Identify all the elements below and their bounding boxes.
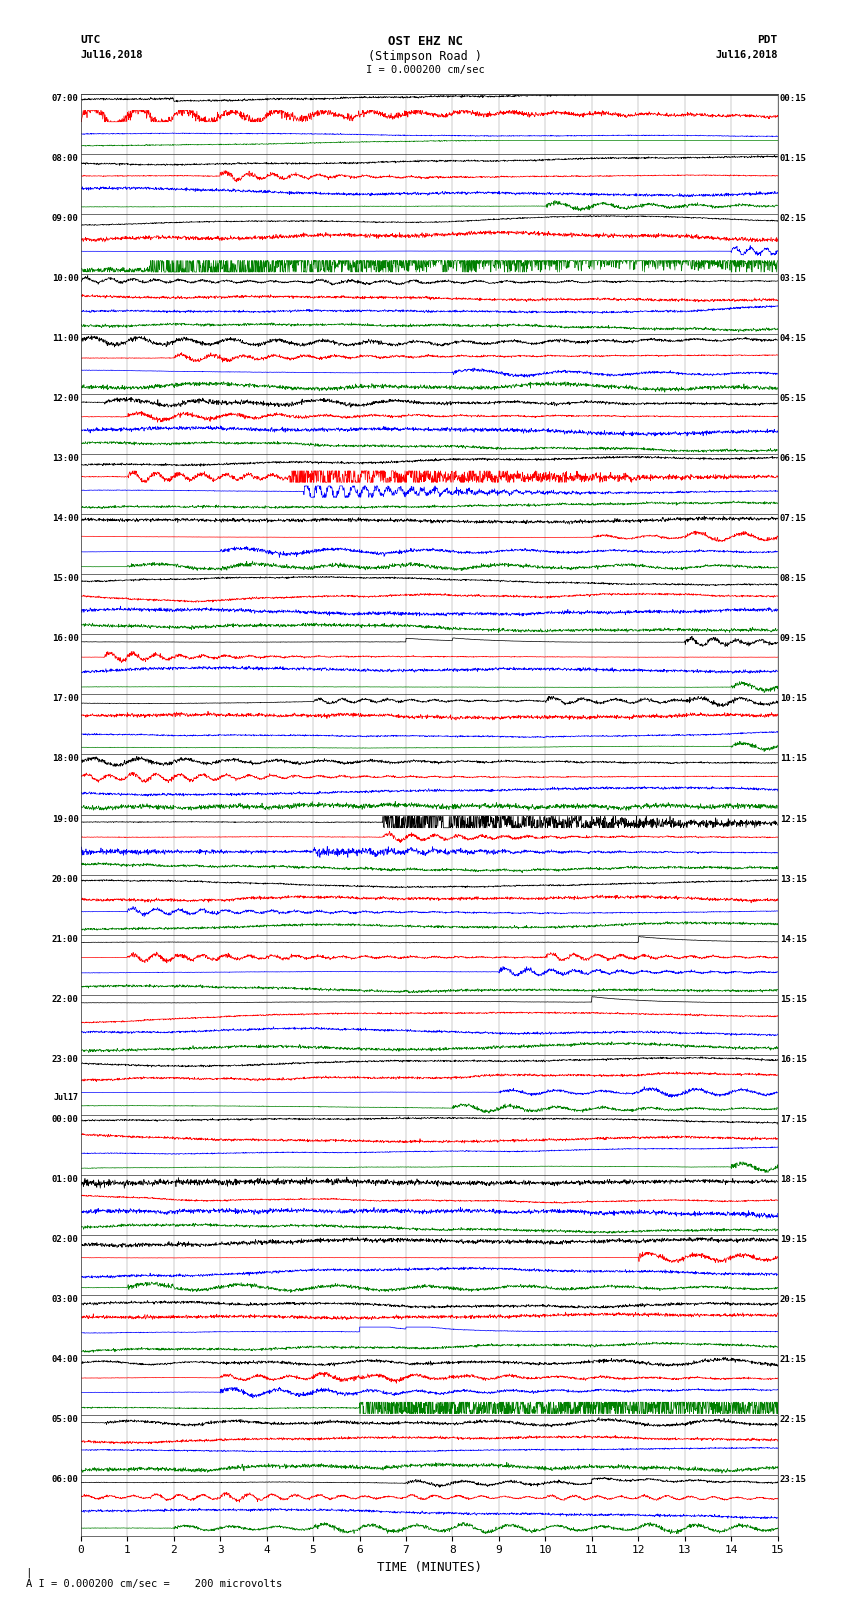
Text: 10:15: 10:15 <box>779 695 807 703</box>
Text: 04:15: 04:15 <box>779 334 807 344</box>
Text: 05:15: 05:15 <box>779 394 807 403</box>
Text: 16:00: 16:00 <box>52 634 79 644</box>
Text: |: | <box>26 1566 32 1578</box>
Text: 23:00: 23:00 <box>52 1055 79 1065</box>
Text: 02:15: 02:15 <box>779 215 807 223</box>
Text: 16:15: 16:15 <box>779 1055 807 1065</box>
Text: 00:15: 00:15 <box>779 94 807 103</box>
Text: Jul16,2018: Jul16,2018 <box>715 50 778 60</box>
Text: 09:00: 09:00 <box>52 215 79 223</box>
Text: 15:00: 15:00 <box>52 574 79 584</box>
Text: 14:15: 14:15 <box>779 936 807 944</box>
Text: I = 0.000200 cm/sec: I = 0.000200 cm/sec <box>366 65 484 74</box>
Text: 13:00: 13:00 <box>52 455 79 463</box>
Text: 14:00: 14:00 <box>52 515 79 523</box>
X-axis label: TIME (MINUTES): TIME (MINUTES) <box>377 1561 482 1574</box>
Text: UTC: UTC <box>81 35 101 45</box>
Text: 06:15: 06:15 <box>779 455 807 463</box>
Text: 07:00: 07:00 <box>52 94 79 103</box>
Text: 17:00: 17:00 <box>52 695 79 703</box>
Text: 01:00: 01:00 <box>52 1174 79 1184</box>
Text: 00:00: 00:00 <box>52 1115 79 1124</box>
Text: 05:00: 05:00 <box>52 1416 79 1424</box>
Text: 21:00: 21:00 <box>52 936 79 944</box>
Text: 08:15: 08:15 <box>779 574 807 584</box>
Text: 07:15: 07:15 <box>779 515 807 523</box>
Text: Jul17: Jul17 <box>54 1094 79 1102</box>
Text: 02:00: 02:00 <box>52 1236 79 1244</box>
Text: (Stimpson Road ): (Stimpson Road ) <box>368 50 482 63</box>
Text: 11:00: 11:00 <box>52 334 79 344</box>
Text: 01:15: 01:15 <box>779 153 807 163</box>
Text: 19:00: 19:00 <box>52 815 79 824</box>
Text: 22:15: 22:15 <box>779 1416 807 1424</box>
Text: 20:00: 20:00 <box>52 874 79 884</box>
Text: 09:15: 09:15 <box>779 634 807 644</box>
Text: 06:00: 06:00 <box>52 1476 79 1484</box>
Text: 19:15: 19:15 <box>779 1236 807 1244</box>
Text: 13:15: 13:15 <box>779 874 807 884</box>
Text: Jul16,2018: Jul16,2018 <box>81 50 144 60</box>
Text: 15:15: 15:15 <box>779 995 807 1003</box>
Text: 12:15: 12:15 <box>779 815 807 824</box>
Text: 04:00: 04:00 <box>52 1355 79 1365</box>
Text: 03:00: 03:00 <box>52 1295 79 1305</box>
Text: 08:00: 08:00 <box>52 153 79 163</box>
Text: 12:00: 12:00 <box>52 394 79 403</box>
Text: 10:00: 10:00 <box>52 274 79 282</box>
Text: 20:15: 20:15 <box>779 1295 807 1305</box>
Text: 23:15: 23:15 <box>779 1476 807 1484</box>
Text: OST EHZ NC: OST EHZ NC <box>388 35 462 48</box>
Text: 11:15: 11:15 <box>779 755 807 763</box>
Text: 18:15: 18:15 <box>779 1174 807 1184</box>
Text: A I = 0.000200 cm/sec =    200 microvolts: A I = 0.000200 cm/sec = 200 microvolts <box>26 1579 281 1589</box>
Text: 03:15: 03:15 <box>779 274 807 282</box>
Text: PDT: PDT <box>757 35 778 45</box>
Text: 21:15: 21:15 <box>779 1355 807 1365</box>
Text: 22:00: 22:00 <box>52 995 79 1003</box>
Text: 18:00: 18:00 <box>52 755 79 763</box>
Text: 17:15: 17:15 <box>779 1115 807 1124</box>
